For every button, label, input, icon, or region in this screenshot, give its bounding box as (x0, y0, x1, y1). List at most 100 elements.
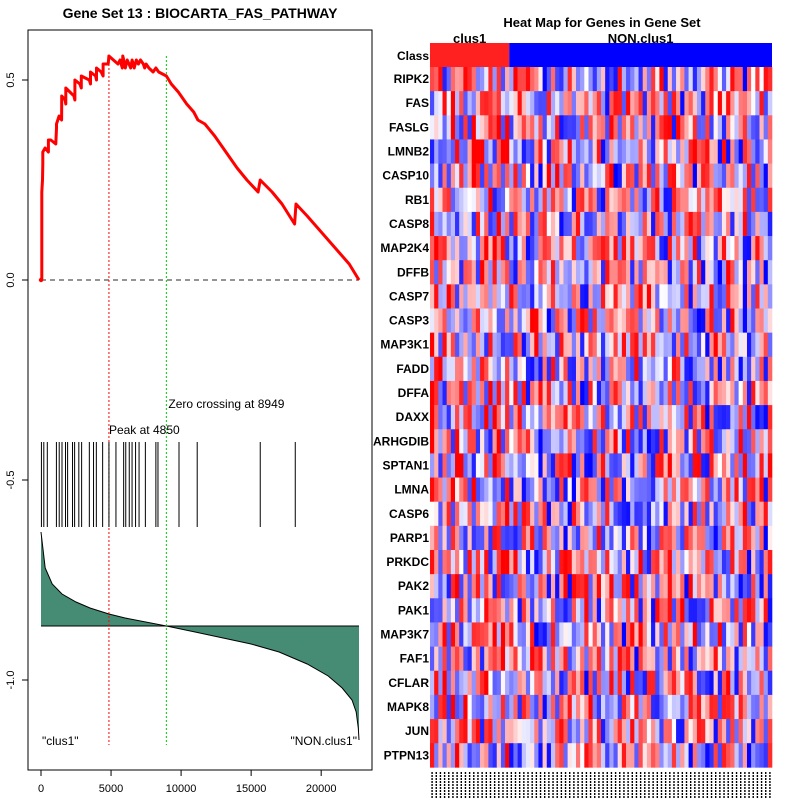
heatmap-cell (463, 115, 468, 140)
heatmap-cell (655, 477, 660, 502)
heatmap-cell (755, 598, 760, 623)
heatmap-cell (655, 284, 660, 309)
heatmap-cell (701, 501, 706, 527)
heatmap-cell (609, 211, 614, 237)
heatmap-cell (609, 622, 614, 647)
heatmap-cell (605, 622, 610, 647)
heatmap-cell (571, 477, 577, 502)
heatmap-cell (563, 550, 568, 575)
heatmap-cell (509, 719, 514, 744)
heatmap-cell (475, 211, 481, 237)
heatmap-cell (621, 91, 627, 116)
heatmap-cell (505, 187, 510, 213)
gene-label: RB1 (405, 193, 429, 207)
heatmap-cell (438, 622, 443, 647)
heatmap-cell (730, 332, 735, 358)
gene-label: DFFB (397, 265, 429, 279)
heatmap-cell (605, 525, 610, 551)
heatmap-cell (726, 550, 731, 575)
heatmap-cell (692, 550, 698, 575)
heatmap-cell (550, 719, 556, 744)
heatmap-cell (442, 236, 447, 261)
heatmap-cell (651, 91, 656, 116)
heatmap-cell (584, 743, 589, 768)
heatmap-cell (430, 622, 435, 647)
heatmap-cell (442, 187, 447, 213)
heatmap-cell (709, 236, 714, 261)
heatmap-cell (596, 260, 602, 285)
heatmap-cell (596, 236, 602, 261)
heatmap-cell (605, 332, 610, 358)
heatmap-cell (517, 525, 523, 551)
heatmap-cell (530, 91, 535, 116)
heatmap-cell (584, 646, 589, 672)
heatmap-cell (663, 574, 669, 599)
heatmap-cell (588, 115, 593, 140)
heatmap-cell (646, 211, 652, 237)
heatmap-cell (475, 574, 481, 599)
heatmap-cell (626, 429, 631, 454)
heatmap-cell (488, 356, 493, 382)
heatmap-cell (505, 139, 510, 164)
heatmap-cell (430, 67, 435, 92)
heatmap-cell (763, 550, 769, 575)
heatmap-cell (588, 477, 593, 502)
heatmap-cell (596, 405, 602, 430)
heatmap-cell (442, 694, 447, 720)
heatmap-cell (555, 646, 560, 672)
heatmap-cell (759, 211, 764, 237)
heatmap-cell (555, 308, 560, 333)
heatmap-cell (509, 574, 514, 599)
heatmap-cell (521, 622, 527, 647)
heatmap-cell (696, 115, 702, 140)
heatmap-cell (571, 67, 577, 92)
heatmap-cell (509, 670, 514, 696)
heatmap-cell (563, 356, 568, 382)
heatmap-cell (626, 284, 631, 309)
heatmap-cell (684, 646, 689, 672)
heatmap-cell (626, 525, 631, 551)
heatmap-cell (680, 550, 685, 575)
heatmap-cell (751, 67, 756, 92)
heatmap-cell (488, 211, 493, 237)
heatmap-cell (701, 187, 706, 213)
heatmap-cell (567, 670, 573, 696)
heatmap-cell (596, 525, 602, 551)
heatmap-cell (655, 139, 660, 164)
heatmap-cell (671, 501, 677, 527)
heatmap-cell (496, 670, 502, 696)
heatmap-cell (634, 743, 639, 768)
heatmap-cell (450, 598, 456, 623)
heatmap-cell (521, 308, 527, 333)
heatmap-cell (621, 308, 627, 333)
heatmap-cell (734, 308, 739, 333)
heatmap-cell (638, 550, 644, 575)
heatmap-cell (471, 139, 477, 164)
heatmap-cell (746, 477, 752, 502)
heatmap-cell (550, 453, 556, 478)
heatmap-cell (680, 187, 685, 213)
heatmap-cell (634, 719, 639, 744)
heatmap-cell (767, 453, 773, 478)
heatmap-cell (713, 356, 719, 382)
heatmap-cell (696, 574, 702, 599)
heatmap-cell (730, 91, 735, 116)
heatmap-cell (680, 260, 685, 285)
heatmap-cell (680, 429, 685, 454)
heatmap-cell (530, 598, 535, 623)
heatmap-cell (521, 211, 527, 237)
heatmap-cell (763, 211, 769, 237)
heatmap-cell (705, 260, 710, 285)
heatmap-cell (571, 670, 577, 696)
heatmap-cell (601, 163, 606, 189)
heatmap-cell (717, 91, 723, 116)
heatmap-cell (480, 477, 485, 502)
heatmap-cell (546, 743, 552, 768)
heatmap-cell (555, 380, 560, 406)
heatmap-cell (651, 743, 656, 768)
heatmap-cell (538, 477, 543, 502)
heatmap-cell (726, 622, 731, 647)
heatmap-cell (684, 284, 689, 309)
heatmap-cell (738, 429, 744, 454)
heatmap-cell (525, 743, 531, 768)
